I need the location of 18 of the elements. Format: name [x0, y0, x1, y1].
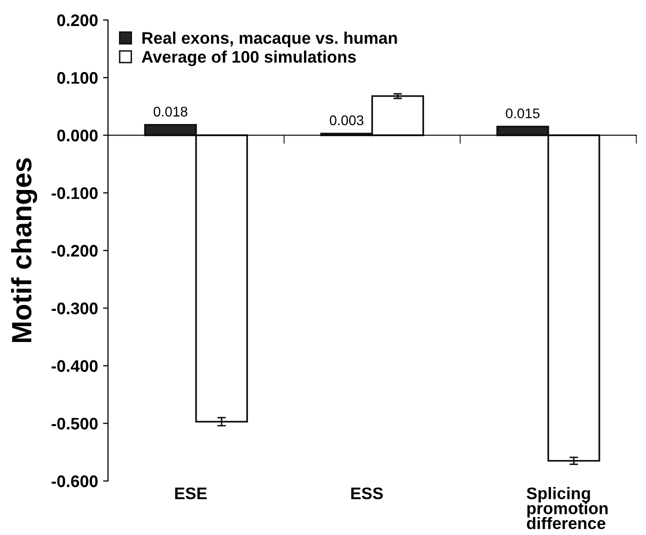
y-tick-label: -0.500 — [52, 418, 98, 430]
x-tick-label: ESS — [351, 487, 383, 500]
x-tick-label: Splicing promotion difference — [526, 487, 608, 530]
data-label: 0.018 — [154, 106, 188, 117]
data-label: 0.015 — [506, 108, 540, 118]
y-tick-label: 0.200 — [57, 14, 98, 26]
y-tick-label: -0.600 — [52, 475, 98, 488]
y-tick-label: -0.200 — [52, 244, 98, 257]
y-tick-label: 0.100 — [57, 72, 98, 84]
y-tick-label: -0.400 — [52, 360, 98, 372]
y-tick-label: -0.300 — [52, 302, 98, 314]
y-tick-label: 0.000 — [57, 130, 98, 142]
legend-label: Real exons, macaque vs. human — [142, 32, 397, 48]
y-tick-label: -0.100 — [52, 187, 98, 200]
legend-label: Average of 100 simulations — [142, 50, 356, 66]
x-tick-label: ESE — [175, 487, 207, 500]
data-label: 0.003 — [330, 115, 364, 126]
y-axis-title: Motif changes — [11, 158, 38, 342]
